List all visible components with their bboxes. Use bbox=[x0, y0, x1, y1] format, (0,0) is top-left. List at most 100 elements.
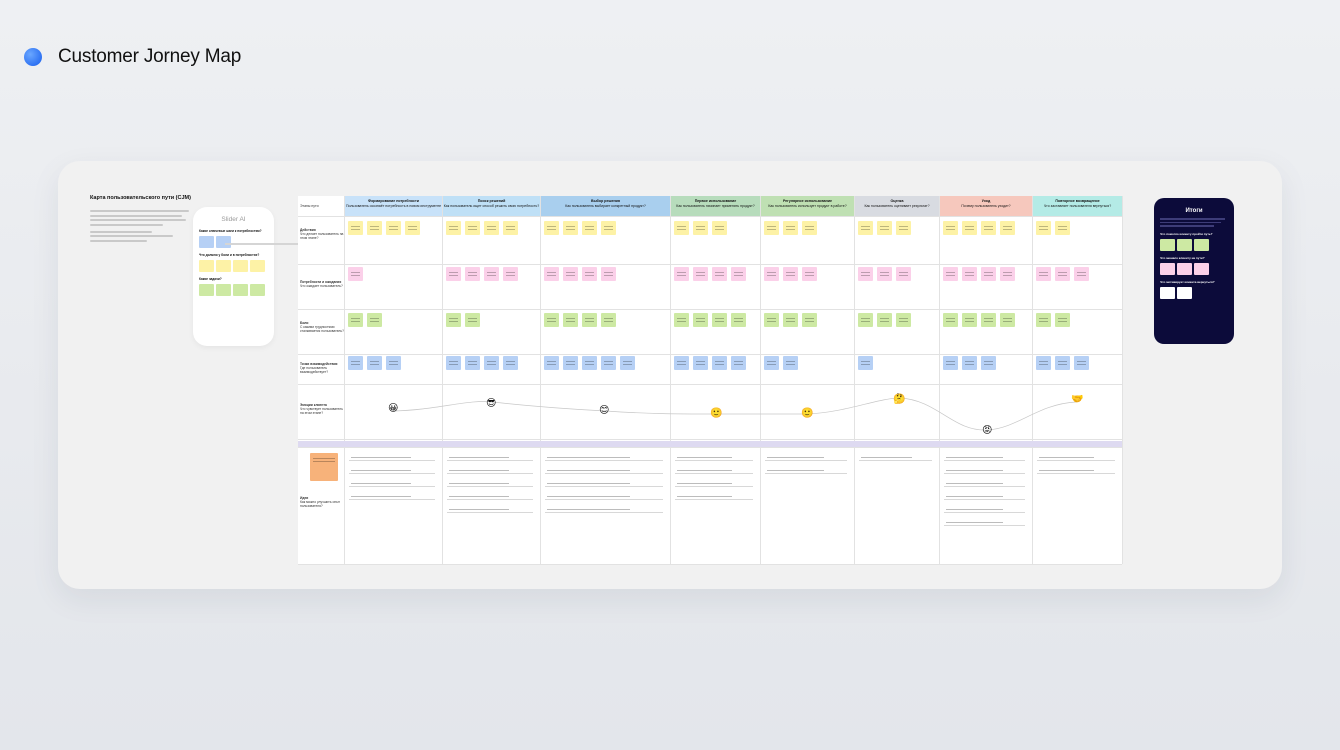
sticky-note[interactable] bbox=[348, 267, 363, 281]
sticky-note[interactable] bbox=[712, 267, 727, 281]
idea-item[interactable] bbox=[944, 506, 1025, 513]
sticky-note[interactable] bbox=[783, 267, 798, 281]
sticky-note[interactable] bbox=[783, 221, 798, 235]
sticky-note[interactable] bbox=[544, 267, 559, 281]
sticky-note[interactable] bbox=[943, 267, 958, 281]
sticky-note[interactable] bbox=[386, 356, 401, 370]
sticky-note[interactable] bbox=[877, 313, 892, 327]
sticky-note[interactable] bbox=[484, 221, 499, 235]
cjm-board[interactable]: Этапы пути Формирование потребности Польз… bbox=[298, 196, 1123, 565]
sticky-note[interactable] bbox=[503, 221, 518, 235]
idea-item[interactable] bbox=[349, 480, 435, 487]
sticky-note[interactable] bbox=[484, 267, 499, 281]
sticky-note[interactable] bbox=[1036, 267, 1051, 281]
idea-item[interactable] bbox=[765, 467, 847, 474]
sticky-note[interactable] bbox=[674, 356, 689, 370]
sticky-note[interactable] bbox=[503, 356, 518, 370]
sticky-note[interactable] bbox=[544, 221, 559, 235]
sticky-note[interactable] bbox=[601, 313, 616, 327]
sticky-note[interactable] bbox=[1036, 356, 1051, 370]
sticky-note[interactable] bbox=[693, 267, 708, 281]
sticky-note[interactable] bbox=[896, 313, 911, 327]
sticky-note[interactable] bbox=[962, 267, 977, 281]
sticky-note[interactable] bbox=[943, 313, 958, 327]
sticky-note[interactable] bbox=[1036, 313, 1051, 327]
idea-item[interactable] bbox=[675, 454, 753, 461]
idea-item[interactable] bbox=[349, 493, 435, 500]
sticky-note[interactable] bbox=[446, 267, 461, 281]
sticky-note[interactable] bbox=[1000, 221, 1015, 235]
idea-item[interactable] bbox=[349, 467, 435, 474]
sticky-note[interactable] bbox=[1074, 267, 1089, 281]
sticky-note[interactable] bbox=[896, 267, 911, 281]
sticky-note[interactable] bbox=[544, 313, 559, 327]
idea-item[interactable] bbox=[545, 506, 663, 513]
sticky-note[interactable] bbox=[731, 313, 746, 327]
sticky-note[interactable] bbox=[764, 267, 779, 281]
sticky-note[interactable] bbox=[783, 356, 798, 370]
sticky-note[interactable] bbox=[582, 221, 597, 235]
sticky-note[interactable] bbox=[712, 356, 727, 370]
sticky-note[interactable] bbox=[674, 313, 689, 327]
sticky-note[interactable] bbox=[503, 267, 518, 281]
sticky-note[interactable] bbox=[981, 356, 996, 370]
idea-item[interactable] bbox=[944, 454, 1025, 461]
sticky-note[interactable] bbox=[802, 221, 817, 235]
sticky-note[interactable] bbox=[367, 313, 382, 327]
sticky-note[interactable] bbox=[563, 313, 578, 327]
sticky-note[interactable] bbox=[446, 356, 461, 370]
sticky-note[interactable] bbox=[1055, 267, 1070, 281]
sticky-note[interactable] bbox=[858, 313, 873, 327]
sticky-note[interactable] bbox=[674, 221, 689, 235]
sticky-note[interactable] bbox=[620, 356, 635, 370]
sticky-note[interactable] bbox=[693, 313, 708, 327]
sticky-note[interactable] bbox=[601, 356, 616, 370]
sticky-note[interactable] bbox=[1055, 313, 1070, 327]
sticky-note[interactable] bbox=[731, 356, 746, 370]
sticky-note[interactable] bbox=[386, 221, 401, 235]
sticky-note[interactable] bbox=[981, 267, 996, 281]
sticky-note[interactable] bbox=[1000, 267, 1015, 281]
sticky-note[interactable] bbox=[858, 221, 873, 235]
sticky-note[interactable] bbox=[693, 356, 708, 370]
sticky-note[interactable] bbox=[981, 313, 996, 327]
sticky-note[interactable] bbox=[981, 221, 996, 235]
idea-item[interactable] bbox=[944, 519, 1025, 526]
sticky-note[interactable] bbox=[465, 267, 480, 281]
idea-item[interactable] bbox=[944, 493, 1025, 500]
sticky-note[interactable] bbox=[582, 356, 597, 370]
idea-item[interactable] bbox=[447, 467, 533, 474]
idea-item[interactable] bbox=[1037, 467, 1115, 474]
sticky-note[interactable] bbox=[348, 221, 363, 235]
sticky-note[interactable] bbox=[465, 313, 480, 327]
sticky-note[interactable] bbox=[877, 221, 892, 235]
sticky-note[interactable] bbox=[348, 313, 363, 327]
idea-item[interactable] bbox=[545, 493, 663, 500]
sticky-note[interactable] bbox=[601, 267, 616, 281]
idea-item[interactable] bbox=[765, 454, 847, 461]
sticky-note[interactable] bbox=[674, 267, 689, 281]
sticky-note[interactable] bbox=[962, 221, 977, 235]
sticky-note[interactable] bbox=[783, 313, 798, 327]
sticky-note[interactable] bbox=[943, 221, 958, 235]
idea-item[interactable] bbox=[859, 454, 932, 461]
idea-item[interactable] bbox=[944, 467, 1025, 474]
sticky-note[interactable] bbox=[858, 356, 873, 370]
sticky-note[interactable] bbox=[563, 356, 578, 370]
ideas-note[interactable] bbox=[310, 453, 338, 481]
sticky-note[interactable] bbox=[582, 267, 597, 281]
sticky-note[interactable] bbox=[367, 356, 382, 370]
sticky-note[interactable] bbox=[943, 356, 958, 370]
idea-item[interactable] bbox=[675, 467, 753, 474]
sticky-note[interactable] bbox=[693, 221, 708, 235]
sticky-note[interactable] bbox=[1000, 313, 1015, 327]
sticky-note[interactable] bbox=[563, 267, 578, 281]
sticky-note[interactable] bbox=[348, 356, 363, 370]
sticky-note[interactable] bbox=[802, 267, 817, 281]
sticky-note[interactable] bbox=[877, 267, 892, 281]
idea-item[interactable] bbox=[447, 454, 533, 461]
sticky-note[interactable] bbox=[962, 313, 977, 327]
sticky-note[interactable] bbox=[601, 221, 616, 235]
idea-item[interactable] bbox=[349, 454, 435, 461]
sticky-note[interactable] bbox=[764, 313, 779, 327]
